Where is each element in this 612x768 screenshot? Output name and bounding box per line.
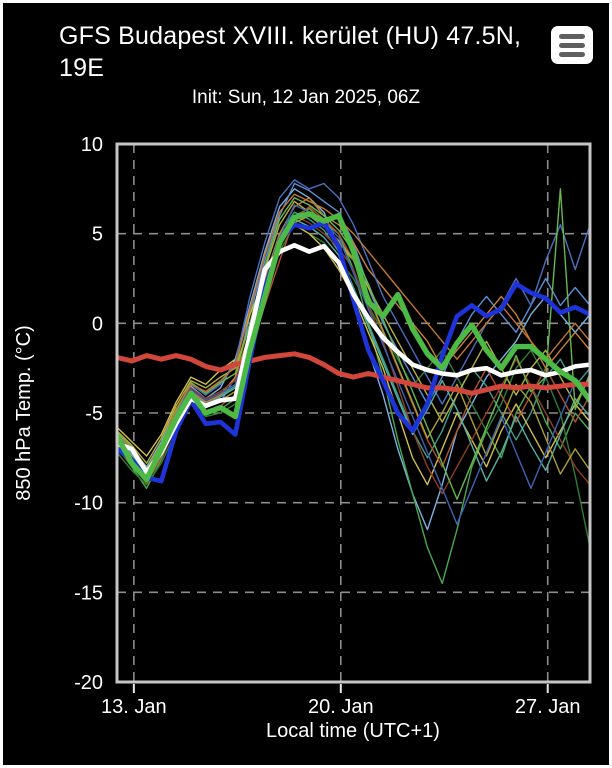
- ensemble-member-line: [117, 204, 590, 525]
- ensemble-member-line: [117, 193, 590, 472]
- chart-title: GFS Budapest XVIII. kerület (HU) 47.5N, …: [59, 22, 522, 82]
- blue-highlight-line: [117, 220, 590, 484]
- y-axis-title: 850 hPa Temp. (°C): [13, 325, 35, 501]
- y-tick-label: 5: [92, 224, 103, 246]
- y-axis-labels: 10 5 0 -5 -10 -15 -20: [74, 134, 103, 694]
- y-tick-label: -10: [74, 493, 103, 515]
- init-subtitle: Init: Sun, 12 Jan 2025, 06Z: [191, 87, 421, 108]
- green-highlight-line: [117, 211, 590, 483]
- x-tick-label: 20. Jan: [308, 696, 374, 718]
- series-lines: [117, 179, 590, 585]
- ensemble-member-line: [117, 197, 590, 479]
- meteogram-chart: 13. Jan 20. Jan 27. Jan 10 5 0 -5 -10 -15 -20 Lo…: [13, 134, 592, 742]
- y-tick-label: 0: [92, 313, 103, 335]
- menu-button[interactable]: [551, 26, 593, 64]
- y-tick-label: 10: [81, 134, 103, 156]
- y-tick-label: -20: [74, 672, 103, 694]
- y-tick-label: -15: [74, 582, 103, 604]
- ensemble-member-line: [117, 179, 590, 472]
- x-tick-label: 27. Jan: [515, 696, 581, 718]
- plot-border: [115, 142, 592, 684]
- gridlines: [117, 144, 590, 682]
- y-tick-label: -5: [85, 403, 103, 425]
- x-axis-ticks: 13. Jan 20. Jan 27. Jan: [101, 684, 581, 718]
- red-reference-line: [117, 351, 590, 396]
- x-axis-title: Local time (UTC+1): [266, 720, 440, 742]
- hamburger-icon: [559, 33, 585, 57]
- x-tick-label: 13. Jan: [101, 696, 167, 718]
